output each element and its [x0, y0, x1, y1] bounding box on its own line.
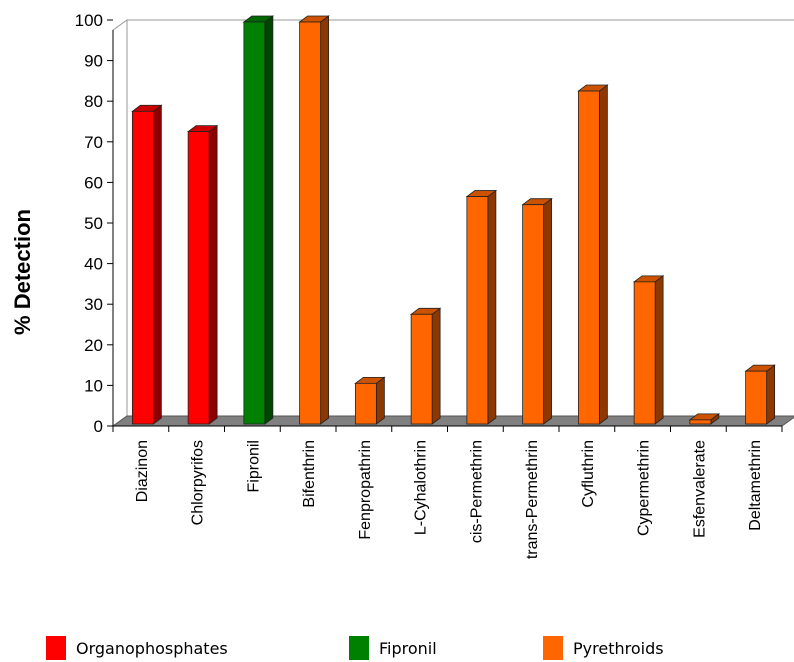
x-tick-label: L-Cyhalothrin: [413, 440, 430, 535]
bar-cypermethrin: [632, 275, 665, 425]
side-wall: [112, 19, 128, 427]
x-tick-label: Esfenvalerate: [691, 440, 708, 538]
y-tick-label: 60: [84, 173, 103, 192]
bar-deltamethrin: [744, 364, 776, 425]
bar-l-cyhalothrin: [409, 307, 442, 425]
bar-fenpropathrin: [354, 376, 386, 425]
y-axis: 0 10 20 30 40 50 60 70 80 90 100: [75, 11, 114, 436]
x-tick-label: trans-Permethrin: [524, 440, 541, 559]
bar-bifenthrin: [298, 15, 330, 425]
x-tick-label: Fipronil: [245, 440, 262, 492]
legend-label-pyrethroids: Pyrethroids: [573, 638, 664, 658]
x-tick-label: Bifenthrin: [301, 440, 318, 508]
legend-swatch-organophosphates: [46, 636, 66, 660]
bar-chlorpyrifos: [186, 124, 219, 425]
y-axis-title: % Detection: [10, 209, 35, 335]
bar-cis-permethrin: [465, 189, 498, 425]
bar-fipronil: [242, 15, 275, 425]
back-wall: [126, 19, 794, 417]
x-tick-label: Diazinon: [134, 440, 151, 502]
bar-trans-permethrin: [521, 197, 553, 425]
y-tick-label: 40: [84, 255, 103, 274]
legend-item-organophosphates: Organophosphates: [46, 636, 228, 660]
x-tick-label: Chlorpyrifos: [190, 440, 207, 525]
x-axis-labels: Diazinon Chlorpyrifos Fipronil Bifenthrin Fe…: [112, 425, 783, 559]
legend-item-pyrethroids: Pyrethroids: [543, 636, 664, 660]
chart-walls: [111, 19, 794, 427]
x-tick-label: Cyfluthrin: [580, 440, 597, 508]
y-tick-label: 70: [84, 133, 103, 152]
y-tick-label: 20: [84, 336, 103, 355]
y-tick-label: 10: [84, 376, 103, 395]
y-tick-label: 50: [84, 214, 103, 233]
y-tick-label: 0: [94, 417, 103, 436]
x-tick-label: Cypermethrin: [636, 440, 653, 536]
y-tick-label: 30: [84, 295, 103, 314]
y-tick-label: 100: [75, 11, 103, 30]
legend-label-fipronil: Fipronil: [379, 638, 437, 658]
y-tick-label: 80: [84, 92, 103, 111]
x-tick-label: Fenpropathrin: [357, 440, 374, 540]
bar-diazinon: [131, 104, 163, 425]
legend-label-organophosphates: Organophosphates: [76, 638, 228, 658]
x-tick-label: Deltamethrin: [747, 440, 764, 531]
legend-swatch-pyrethroids: [543, 636, 563, 660]
bar-esfenvalerate: [688, 413, 721, 425]
bar-cyfluthrin: [577, 84, 609, 425]
y-tick-label: 90: [84, 52, 103, 71]
x-tick-label: cis-Permethrin: [468, 440, 485, 543]
bars-group: [131, 15, 776, 425]
legend-item-fipronil: Fipronil: [349, 636, 437, 660]
legend-swatch-fipronil: [349, 636, 369, 660]
